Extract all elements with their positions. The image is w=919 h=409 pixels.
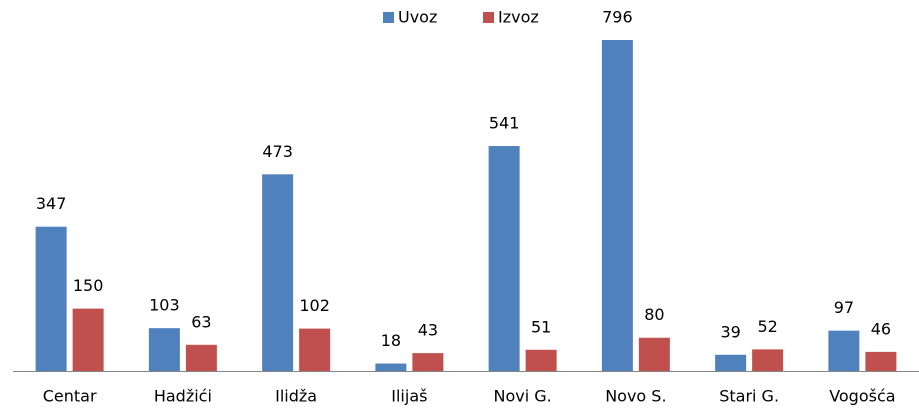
bar	[525, 349, 557, 371]
data-label: 102	[299, 296, 330, 315]
data-label: 63	[191, 312, 211, 331]
data-label: 43	[418, 321, 438, 340]
data-label: 46	[871, 319, 891, 338]
legend-swatch	[483, 12, 494, 23]
data-label: 347	[36, 194, 67, 213]
data-label: 150	[73, 276, 104, 295]
x-tick-label: Vogošća	[829, 387, 895, 406]
data-label: 103	[149, 296, 180, 315]
data-label: 39	[720, 322, 740, 341]
data-label: 473	[262, 142, 293, 161]
legend-label: Izvoz	[498, 8, 539, 27]
bar	[72, 308, 104, 371]
bar	[412, 353, 444, 371]
bar	[148, 328, 180, 371]
data-label: 80	[644, 305, 664, 324]
legend-label: Uvoz	[398, 8, 437, 27]
bar	[35, 226, 67, 371]
x-tick-label: Ilidža	[275, 387, 317, 406]
bar	[865, 351, 897, 371]
bar	[375, 363, 407, 371]
data-label: 52	[757, 317, 777, 336]
bar	[638, 337, 670, 371]
bar	[185, 344, 217, 371]
x-tick-label: Stari G.	[719, 387, 779, 406]
x-tick-label: Novo S.	[605, 387, 666, 406]
bar	[828, 330, 860, 371]
x-tick-label: Ilijaš	[391, 387, 427, 406]
bar	[752, 349, 784, 371]
data-label: 51	[531, 317, 551, 336]
bar	[601, 40, 633, 371]
data-label: 796	[602, 8, 633, 27]
data-label: 18	[381, 331, 401, 350]
bar	[715, 354, 747, 371]
bar	[299, 328, 331, 371]
bar	[488, 146, 520, 371]
legend-swatch	[383, 12, 394, 23]
bar	[262, 174, 294, 371]
x-tick-label: Novi G.	[494, 387, 552, 406]
data-label: 541	[489, 114, 520, 133]
x-tick-label: Centar	[43, 387, 97, 406]
x-tick-label: Hadžići	[154, 387, 212, 406]
data-label: 97	[834, 298, 854, 317]
